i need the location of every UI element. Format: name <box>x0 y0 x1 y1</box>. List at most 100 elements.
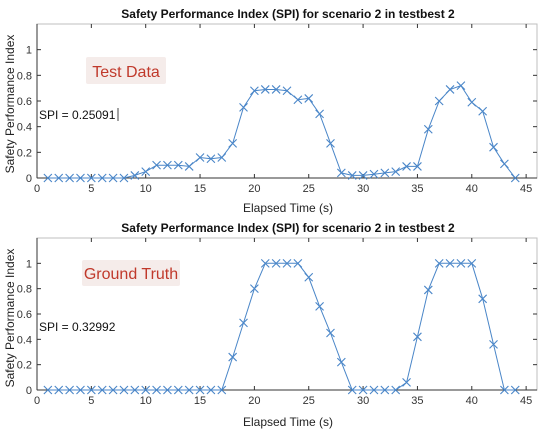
bottom-data-point <box>76 385 85 395</box>
top-x-tick-label: 10 <box>140 183 152 195</box>
top-x-tick-label: 25 <box>303 183 315 195</box>
top-chart: Safety Performance Index (SPI) for scena… <box>3 7 455 215</box>
bottom-overlay-label-bg <box>82 260 180 286</box>
top-x-tick-label: 0 <box>34 183 40 195</box>
top-data-point <box>130 171 140 180</box>
bottom-series-line <box>47 262 516 391</box>
top-data-point <box>489 142 498 152</box>
bottom-plot-area: 0 5 10 15 20 25 30 35 40 45 0 0.2 0.4 0.6 0.8 1 <box>17 237 538 407</box>
bottom-y-tick-label: 0.4 <box>17 334 32 346</box>
top-data-point <box>413 162 422 171</box>
bottom-data-point <box>163 385 172 395</box>
top-x-tick-label: 15 <box>194 183 206 195</box>
top-x-tick-label: 45 <box>520 183 532 195</box>
bottom-data-point <box>119 385 129 395</box>
bottom-overlay-label: Ground Truth <box>84 266 178 283</box>
top-y-axis-label: Safety Performance Index <box>3 35 17 174</box>
bottom-data-point <box>65 385 74 395</box>
top-data-point <box>391 167 401 176</box>
bottom-data-point <box>228 352 238 362</box>
top-data-point <box>445 85 455 94</box>
bottom-x-tick-label: 5 <box>88 395 94 407</box>
bottom-data-point <box>391 385 401 395</box>
top-data-point <box>173 160 183 170</box>
bottom-data-point <box>260 258 270 268</box>
top-data-point <box>250 86 259 96</box>
top-data-point <box>271 85 281 94</box>
bottom-data-point <box>347 385 357 395</box>
top-data-point <box>326 138 335 148</box>
top-data-point <box>456 81 466 90</box>
top-data-point <box>358 171 368 180</box>
bottom-data-point <box>250 284 259 294</box>
bottom-y-tick-label: 0.6 <box>17 309 32 321</box>
bottom-data-point <box>489 340 498 349</box>
bottom-x-tick-label: 10 <box>140 395 152 407</box>
top-y-tick-label: 1 <box>26 45 32 57</box>
top-data-point <box>423 124 433 134</box>
top-data-point <box>86 173 96 183</box>
bottom-data-point <box>195 385 205 395</box>
bottom-x-tick-label: 0 <box>34 395 40 407</box>
top-plot-area: 0 5 10 15 20 25 30 35 40 45 0 0.2 0.4 0.6 0.8 1 <box>17 23 538 195</box>
bottom-y-tick-label: 0.2 <box>17 360 32 372</box>
top-data-point <box>108 173 118 183</box>
top-x-tick-label: 35 <box>411 183 423 195</box>
top-data-point <box>467 97 477 107</box>
top-data-point <box>152 160 161 170</box>
top-x-tick-label: 5 <box>88 183 94 195</box>
top-data-point <box>402 162 411 171</box>
top-data-point <box>304 94 314 103</box>
bottom-data-point <box>326 328 335 338</box>
bottom-y-tick-label: 0 <box>26 385 32 397</box>
bottom-data-point <box>54 385 64 395</box>
top-data-point <box>282 86 292 96</box>
bottom-x-tick-label: 35 <box>411 395 423 407</box>
bottom-x-axis-label: Elapsed Time (s) <box>243 415 333 429</box>
top-data-point <box>293 95 303 105</box>
bottom-data-point <box>456 258 466 268</box>
top-data-point <box>206 154 216 164</box>
bottom-y-tick-label: 0.8 <box>17 284 32 296</box>
bottom-data-point <box>467 258 477 268</box>
top-overlay-label: Test Data <box>92 64 160 81</box>
bottom-data-point <box>500 385 509 395</box>
top-overlay-label-bg <box>86 57 166 84</box>
bottom-data-point <box>282 258 292 268</box>
bottom-data-point <box>86 385 96 395</box>
bottom-spi-text: SPI = 0.32992 <box>39 320 116 334</box>
top-data-point <box>260 85 270 94</box>
top-data-point <box>500 159 509 169</box>
bottom-data-point <box>369 385 379 395</box>
top-y-tick-label: 0.6 <box>17 96 32 108</box>
bottom-x-tick-label: 30 <box>357 395 369 407</box>
top-data-point <box>195 153 205 162</box>
top-series-line <box>47 84 516 179</box>
bottom-x-tick-label: 20 <box>248 395 260 407</box>
top-chart-title: Safety Performance Index (SPI) for scena… <box>121 7 455 21</box>
bottom-data-point <box>510 385 520 395</box>
bottom-data-point <box>206 385 216 395</box>
bottom-data-point <box>413 332 422 342</box>
top-y-tick-label: 0.4 <box>17 122 32 134</box>
top-data-point <box>347 171 357 180</box>
top-x-tick-label: 20 <box>248 183 260 195</box>
bottom-data-point <box>152 385 161 395</box>
bottom-data-point <box>434 258 444 268</box>
bottom-x-tick-label: 15 <box>194 395 206 407</box>
top-x-tick-label: 40 <box>466 183 478 195</box>
top-y-tick-label: 0.8 <box>17 70 32 82</box>
top-data-point <box>43 173 53 183</box>
bottom-data-point <box>380 385 390 395</box>
top-data-point <box>239 103 248 112</box>
bottom-data-point <box>402 378 411 387</box>
bottom-data-point <box>478 294 488 304</box>
top-y-tick-label: 0.2 <box>17 147 32 159</box>
top-data-point <box>369 169 379 179</box>
bottom-y-axis-label: Safety Performance Index <box>3 249 17 388</box>
bottom-data-point <box>97 385 107 395</box>
bottom-chart-title: Safety Performance Index (SPI) for scena… <box>121 221 455 235</box>
bottom-data-point <box>423 285 433 295</box>
